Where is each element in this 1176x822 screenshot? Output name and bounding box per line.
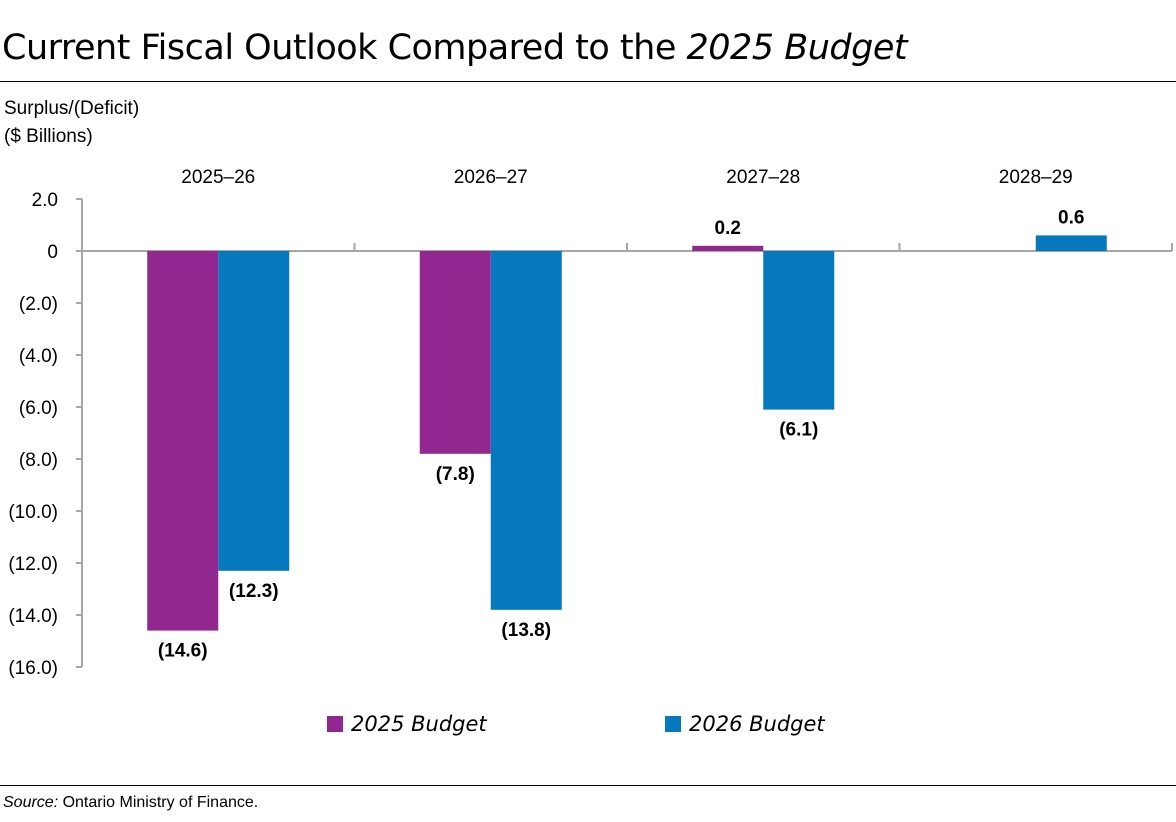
y-tick-label: (6.0) [19,398,58,419]
bar-2025-budget [692,245,764,251]
y-tick-label: (16.0) [8,658,58,679]
y-tick-label: (12.0) [8,554,58,575]
title-italic: 2025 Budget [686,28,908,68]
category-label: 2027–28 [726,167,800,188]
category-label: 2025–26 [181,167,255,188]
bar-chart: 2.0 0 (2.0) (4.0) (6.0) (8.0) (10.0) (12.0) (14.… [8,167,1173,679]
y-tick-label: (4.0) [19,346,58,367]
data-label: (12.3) [229,581,279,602]
data-label: (7.8) [436,464,475,485]
data-label: (6.1) [779,420,818,441]
legend-label: 2026 Budget [689,712,825,736]
y-tick-label: (2.0) [19,294,58,315]
title-rule [0,81,1176,82]
legend-item-2026: 2026 Budget [665,712,825,736]
bar-2025-budget [147,251,219,631]
title-text: Current Fiscal Outlook Compared to the [2,28,687,68]
footer-rule [0,785,1176,786]
y-axis-label-line2: ($ Billions) [4,126,93,147]
bar-2026-budget [763,251,835,410]
y-tick-label: 2.0 [32,190,58,211]
data-label: 0.2 [715,218,741,239]
category-label: 2028–29 [999,167,1073,188]
data-label: (14.6) [158,641,208,662]
source-note: Source: Ontario Ministry of Finance. [3,794,258,812]
y-tick-label: (14.0) [8,606,58,627]
legend-swatch [665,716,681,732]
source-text: Ontario Ministry of Finance. [58,794,259,811]
bar-2026-budget [1035,235,1107,251]
source-label: Source: [3,794,59,811]
bar-2026-budget [490,251,562,610]
data-label: 0.6 [1058,207,1084,228]
y-tick-label: (8.0) [19,450,58,471]
legend-swatch [327,716,343,732]
legend-item-2025: 2025 Budget [327,712,487,736]
bar-2025-budget [419,251,491,454]
category-label: 2026–27 [454,167,528,188]
data-label: (13.8) [501,620,551,641]
chart-title: Current Fiscal Outlook Compared to the 2… [2,28,908,68]
legend-label: 2025 Budget [351,712,487,736]
y-axis-label-line1: Surplus/(Deficit) [4,98,140,119]
y-tick-label: 0 [47,242,58,263]
bar-2026-budget [218,251,290,571]
y-tick-label: (10.0) [8,502,58,523]
